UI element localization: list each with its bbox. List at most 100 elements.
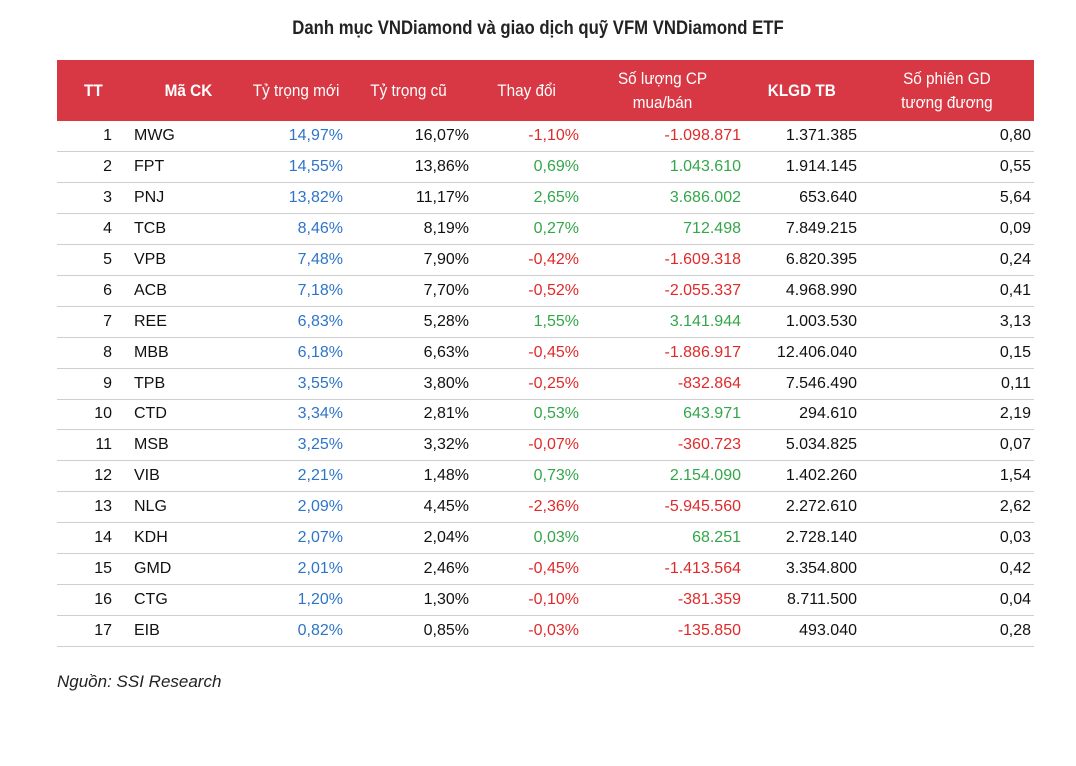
cell-avg-volume: 1.914.145 — [785, 158, 857, 176]
cell-tt: 12 — [94, 467, 112, 485]
cell-avg-volume: 3.354.800 — [785, 559, 857, 577]
cell-code: VPB — [134, 251, 167, 268]
cell-avg-volume: 12.406.040 — [776, 343, 857, 361]
cell-shares: 68.251 — [692, 529, 741, 547]
cell-shares: 643.971 — [683, 405, 741, 423]
header-old-weight: Tỷ trọng cũ — [370, 80, 448, 100]
cell-avg-volume: 294.610 — [799, 405, 857, 423]
cell-tt: 6 — [103, 281, 112, 299]
cell-shares: -1.098.871 — [664, 127, 741, 145]
cell-tt: 1 — [103, 127, 112, 145]
cell-change: 0,27% — [533, 220, 579, 238]
table-row: 14 KDH 2,07% 2,04% 0,03% 68.251 2.728.140 0,03 — [57, 523, 1034, 554]
cell-code: MBB — [134, 343, 169, 361]
cell-tt: 14 — [94, 529, 112, 547]
cell-tt: 3 — [103, 189, 112, 207]
table-row: 6 ACB 7,18% 7,70% -0,52% -2.055.337 4.968.990 0… — [57, 275, 1034, 307]
cell-tt: 8 — [103, 343, 112, 361]
cell-avg-volume: 1.402.260 — [785, 467, 857, 485]
cell-sessions: 0,07 — [999, 436, 1031, 454]
cell-old-weight: 6,63% — [423, 343, 469, 361]
cell-new-weight: 3,55% — [297, 374, 343, 392]
table-row: 17 EIB 0,82% 0,85% -0,03% -135.850 493.040 0,28 — [57, 615, 1034, 647]
cell-old-weight: 4,45% — [423, 498, 469, 516]
cell-old-weight: 2,04% — [423, 529, 469, 547]
cell-sessions: 1,54 — [999, 467, 1031, 485]
cell-sessions: 0,55 — [999, 158, 1031, 176]
header-avg-volume: KLGD TB — [767, 80, 836, 100]
header-tt: TT — [84, 80, 103, 100]
cell-shares: 3.141.944 — [669, 312, 741, 330]
cell-tt: 16 — [94, 590, 112, 608]
table-row: 8 MBB 6,18% 6,63% -0,45% -1.886.917 12.406.040… — [57, 337, 1034, 369]
cell-old-weight: 1,48% — [423, 467, 469, 485]
header-new-weight: Tỷ trọng mới — [253, 80, 340, 100]
table-row: 5 VPB 7,48% 7,90% -0,42% -1.609.318 6.820.395 0… — [57, 245, 1034, 276]
cell-avg-volume: 7.849.215 — [785, 220, 857, 238]
cell-old-weight: 7,70% — [423, 281, 469, 299]
cell-code: PNJ — [134, 189, 165, 207]
cell-tt: 13 — [94, 498, 112, 516]
cell-change: -0,07% — [528, 436, 579, 454]
cell-code: CTG — [134, 590, 168, 608]
header-shares-line2: mua/bán — [633, 92, 693, 112]
table-row: 13 NLG 2,09% 4,45% -2,36% -5.945.560 2.272.610… — [57, 492, 1034, 523]
table-row: 11 MSB 3,25% 3,32% -0,07% -360.723 5.034.825 0,… — [57, 430, 1034, 461]
cell-change: -1,10% — [528, 127, 579, 145]
cell-code: FPT — [134, 158, 165, 176]
cell-sessions: 3,13 — [999, 312, 1031, 330]
cell-change: -2,36% — [528, 498, 579, 516]
cell-code: CTD — [134, 405, 167, 423]
cell-new-weight: 14,97% — [288, 127, 343, 145]
cell-tt: 10 — [94, 405, 112, 423]
cell-new-weight: 1,20% — [297, 590, 343, 608]
cell-sessions: 2,62 — [999, 498, 1031, 516]
cell-avg-volume: 4.968.990 — [785, 281, 857, 299]
cell-old-weight: 16,07% — [414, 127, 469, 145]
cell-new-weight: 13,82% — [288, 189, 343, 207]
header-shares-line1: Số lượng CP — [618, 68, 708, 88]
cell-sessions: 0,42 — [999, 559, 1031, 577]
cell-code: MSB — [134, 436, 169, 454]
cell-shares: -135.850 — [677, 621, 741, 639]
table-row: 3 PNJ 13,82% 11,17% 2,65% 3.686.002 653.640 5,6… — [57, 183, 1034, 214]
cell-old-weight: 5,28% — [423, 312, 469, 330]
cell-shares: 712.498 — [683, 220, 741, 238]
header-sessions: Số phiên GD tương đương — [860, 60, 1034, 121]
header-code: Mã CK — [164, 80, 213, 100]
cell-avg-volume: 1.371.385 — [785, 127, 857, 145]
table-row: 9 TPB 3,55% 3,80% -0,25% -832.864 7.546.490 0,1… — [57, 368, 1034, 400]
cell-tt: 4 — [103, 220, 112, 238]
cell-sessions: 0,28 — [999, 621, 1031, 639]
table-header: TT Mã CK Tỷ trọng mới Tỷ trọng cũ Thay đ… — [57, 60, 1034, 121]
cell-code: TCB — [134, 220, 166, 238]
cell-shares: -1.886.917 — [664, 343, 741, 361]
cell-shares: -360.723 — [677, 436, 741, 454]
cell-code: REE — [134, 312, 167, 330]
cell-change: -0,52% — [528, 281, 579, 299]
cell-code: TPB — [134, 374, 166, 392]
cell-tt: 15 — [94, 559, 112, 577]
cell-new-weight: 6,18% — [297, 343, 343, 361]
cell-old-weight: 13,86% — [414, 158, 469, 176]
table-row: 15 GMD 2,01% 2,46% -0,45% -1.413.564 3.354.800… — [57, 553, 1034, 585]
table-body: 1 MWG 14,97% 16,07% -1,10% -1.098.871 1.371.38… — [57, 121, 1034, 647]
cell-old-weight: 3,80% — [423, 374, 469, 392]
cell-old-weight: 0,85% — [423, 621, 469, 639]
cell-change: -0,45% — [528, 559, 579, 577]
cell-change: -0,25% — [528, 374, 579, 392]
cell-tt: 17 — [94, 621, 112, 639]
cell-avg-volume: 1.003.530 — [785, 312, 857, 330]
header-row: TT Mã CK Tỷ trọng mới Tỷ trọng cũ Thay đ… — [57, 60, 1034, 121]
cell-change: -0,45% — [528, 343, 579, 361]
cell-new-weight: 2,21% — [297, 467, 343, 485]
cell-code: GMD — [134, 559, 172, 577]
cell-new-weight: 6,83% — [297, 312, 343, 330]
cell-tt: 7 — [103, 312, 112, 330]
table-row: 1 MWG 14,97% 16,07% -1,10% -1.098.871 1.371.38… — [57, 121, 1034, 152]
cell-change: -0,42% — [528, 251, 579, 268]
cell-code: KDH — [134, 529, 168, 547]
cell-shares: -832.864 — [677, 374, 741, 392]
cell-avg-volume: 2.728.140 — [785, 529, 857, 547]
cell-change: 1,55% — [533, 312, 579, 330]
